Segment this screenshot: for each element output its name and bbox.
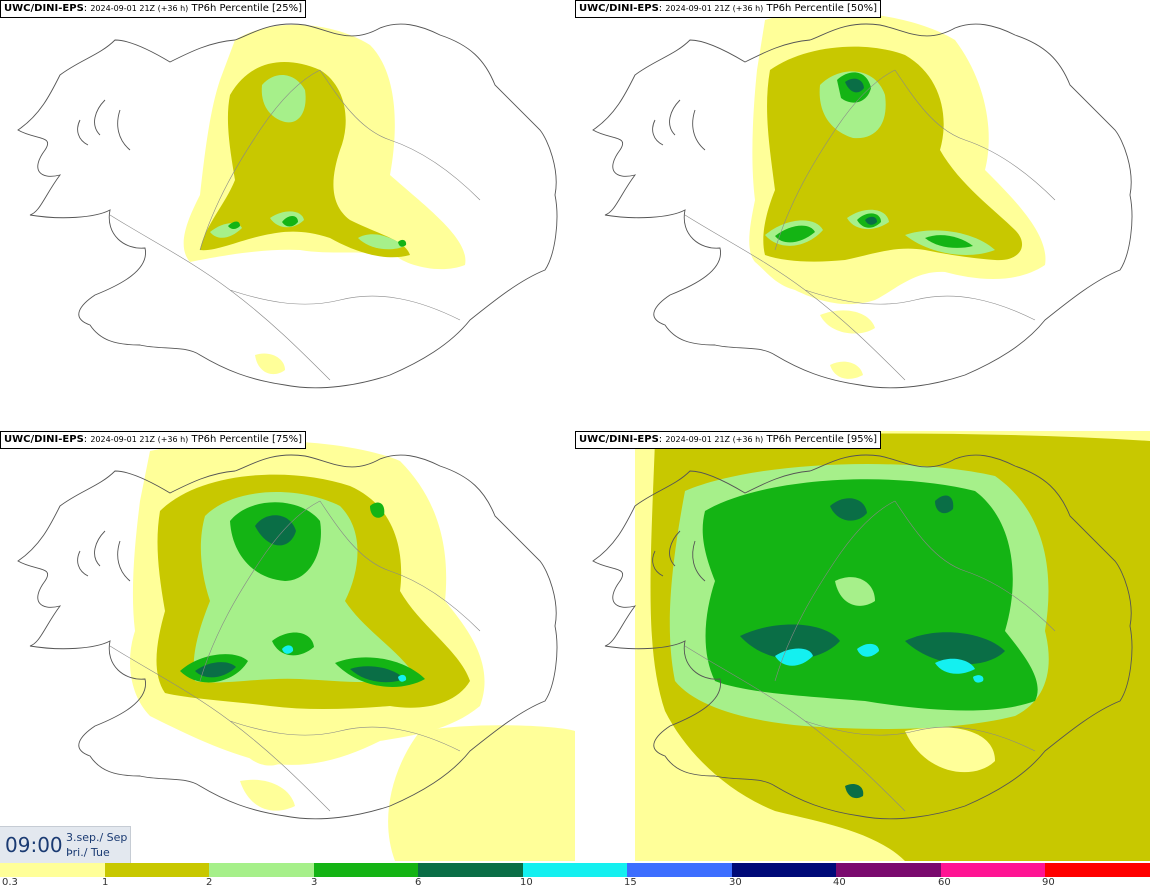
iceland-coastline — [592, 454, 1133, 820]
colorbar-segment — [522, 863, 628, 877]
iceland-coastline — [592, 23, 1133, 389]
colorbar-segment — [104, 863, 210, 877]
road-network — [109, 500, 481, 812]
precip-shading — [130, 440, 575, 861]
iceland-coastline — [17, 454, 558, 820]
map-panel-p75: UWC/DINI-EPS: 2024-09-01 21Z (+36 h) TP6… — [0, 431, 575, 861]
colorbar-segment — [0, 863, 105, 877]
colorbar-tick-label: 0.3 — [2, 877, 18, 888]
colorbar-tick-label: 40 — [833, 877, 846, 888]
colorbar-segment — [1045, 863, 1150, 877]
colorbar-segment — [627, 863, 732, 877]
precip-colorbar — [0, 863, 1150, 877]
colorbar-tick-label: 90 — [1042, 877, 1055, 888]
colorbar-segment — [731, 863, 837, 877]
colorbar-tick-label: 15 — [624, 877, 637, 888]
colorbar-segment — [313, 863, 419, 877]
precip-map-p75 — [17, 440, 575, 861]
colorbar-tick-label: 6 — [415, 877, 422, 888]
precip-map-p25 — [17, 23, 558, 389]
valid-time-clock: 09:00 — [5, 833, 63, 857]
valid-date-line1: 3.sep./ Sep — [66, 831, 128, 844]
colorbar-tick-label: 10 — [520, 877, 533, 888]
colorbar-tick-labels: 0.3 1 2 3 6 10 15 30 40 60 90 — [0, 877, 1150, 891]
panel-title: UWC/DINI-EPS: 2024-09-01 21Z (+36 h) TP6… — [575, 0, 882, 18]
map-panel-p95: UWC/DINI-EPS: 2024-09-01 21Z (+36 h) TP6… — [575, 431, 1150, 861]
precip-shading — [635, 431, 1150, 861]
precip-map-p50 — [592, 11, 1133, 389]
colorbar-segment — [418, 863, 523, 877]
panel-title: UWC/DINI-EPS: 2024-09-01 21Z (+36 h) TP6… — [575, 431, 882, 449]
colorbar-tick-label: 60 — [938, 877, 951, 888]
precip-shading — [183, 24, 466, 375]
road-network — [684, 69, 1056, 381]
valid-time-box: 09:00 3.sep./ Sep Þri./ Tue — [0, 826, 131, 863]
iceland-coastline — [17, 23, 558, 389]
road-network — [109, 69, 481, 381]
map-panel-p50: UWC/DINI-EPS: 2024-09-01 21Z (+36 h) TP6… — [575, 0, 1150, 430]
colorbar-segment — [836, 863, 941, 877]
panel-title: UWC/DINI-EPS: 2024-09-01 21Z (+36 h) TP6… — [0, 0, 307, 18]
precip-map-p95 — [592, 431, 1150, 861]
panel-title: UWC/DINI-EPS: 2024-09-01 21Z (+36 h) TP6… — [0, 431, 307, 449]
valid-date-line2: Þri./ Tue — [66, 846, 110, 859]
road-network — [684, 500, 1056, 812]
colorbar-tick-label: 1 — [102, 877, 109, 888]
colorbar-tick-label: 3 — [311, 877, 318, 888]
colorbar-tick-label: 30 — [729, 877, 742, 888]
map-panel-p25: UWC/DINI-EPS: 2024-09-01 21Z (+36 h) TP6… — [0, 0, 575, 430]
precip-shading — [749, 11, 1046, 379]
colorbar-tick-label: 2 — [206, 877, 213, 888]
colorbar-segment — [940, 863, 1046, 877]
colorbar-segment — [209, 863, 314, 877]
